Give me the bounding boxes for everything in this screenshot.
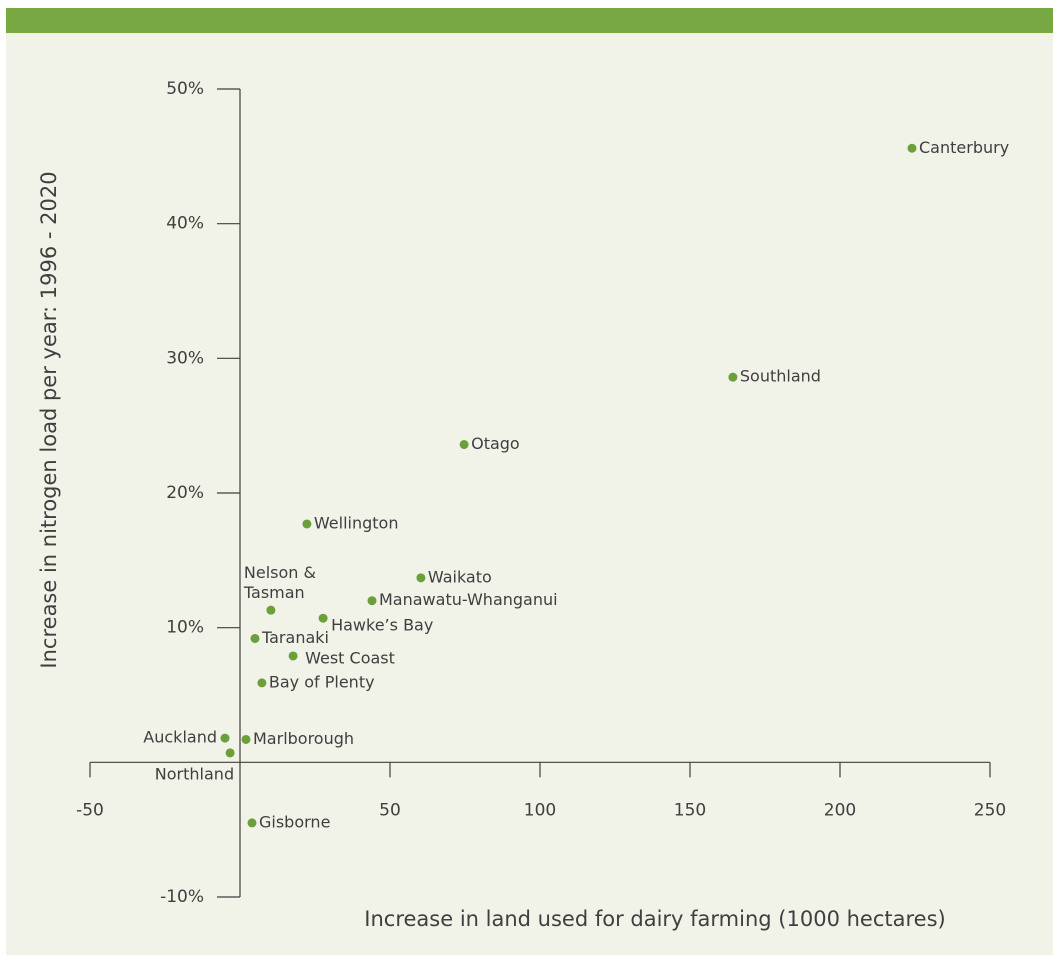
point-label: Nelson & Tasman (243, 563, 316, 603)
y-tick-label: 40% (166, 214, 204, 234)
x-tick-label: 200 (824, 800, 856, 820)
point-label: Bay of Plenty (269, 672, 375, 691)
x-axis-title: Increase in land used for dairy farming … (364, 907, 945, 931)
x-tick-label: 100 (524, 800, 556, 820)
point-label: Canterbury (919, 138, 1009, 157)
y-tick-label: 10% (166, 618, 204, 638)
point (220, 733, 230, 743)
point (728, 372, 738, 382)
point (288, 651, 298, 661)
point (907, 143, 917, 153)
point-label: Waikato (428, 567, 492, 586)
x-tick-label: 50 (379, 800, 401, 820)
point (302, 519, 312, 529)
point-label: Manawatu-Whanganui (379, 590, 558, 609)
y-axis-title: Increase in nitrogen load per year: 1996… (37, 171, 61, 668)
point (416, 573, 426, 583)
point (225, 748, 235, 758)
point-label: Auckland (143, 728, 217, 747)
point-label: Marlborough (253, 729, 354, 748)
x-tick-label: 250 (974, 800, 1006, 820)
point-label: Northland (155, 764, 234, 783)
point-label: Taranaki (261, 628, 329, 647)
x-tick-label: 150 (674, 800, 706, 820)
point (459, 440, 469, 450)
background-panel (6, 8, 1053, 955)
point-label: Gisborne (259, 812, 330, 831)
point (318, 613, 328, 623)
point (250, 633, 260, 643)
y-tick-label: 50% (166, 79, 204, 99)
point (257, 678, 267, 688)
y-tick-label: -10% (160, 887, 204, 907)
point-label: Wellington (314, 513, 399, 532)
point (266, 605, 276, 615)
point (247, 818, 257, 828)
header-bar (6, 8, 1053, 33)
point (241, 734, 251, 744)
y-tick-label: 20% (166, 483, 204, 503)
point-label: West Coast (305, 648, 395, 667)
y-tick-label: 30% (166, 348, 204, 368)
point-label: Hawke’s Bay (331, 616, 433, 635)
point-label: Otago (471, 434, 520, 453)
point-label: Southland (740, 367, 821, 386)
x-tick-label: -50 (76, 800, 104, 820)
point (367, 596, 377, 606)
